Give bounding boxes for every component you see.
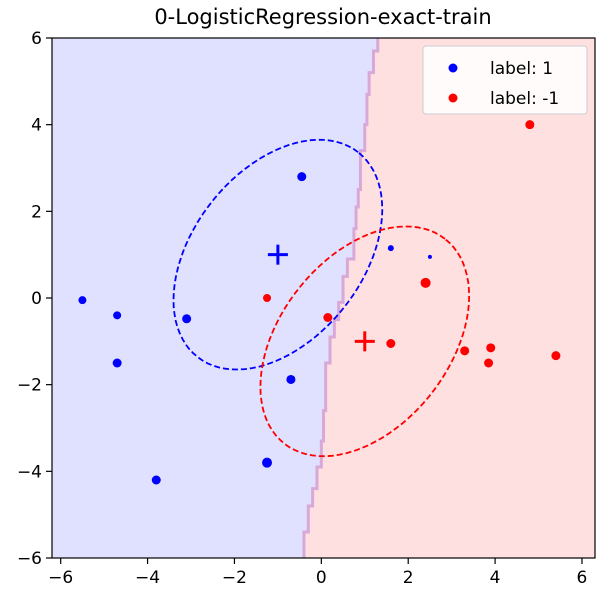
x-tick-label-2: −2 xyxy=(222,568,247,588)
region-label-1 xyxy=(52,38,378,558)
class-centers xyxy=(267,244,375,352)
y-tick-label-5: 4 xyxy=(31,116,42,136)
point-series-0-3 xyxy=(151,475,161,485)
point-series-1-1 xyxy=(323,313,333,322)
point-series-0-1 xyxy=(113,311,122,320)
center-marker-series-1 xyxy=(354,331,375,352)
legend-label-0: label: 1 xyxy=(490,59,553,79)
ellipse-series-0 xyxy=(172,138,384,371)
legend-marker-0 xyxy=(448,63,458,73)
x-tick-label-3: 0 xyxy=(316,568,327,588)
covariance-ellipses xyxy=(172,138,471,458)
point-series-1-4 xyxy=(460,346,470,356)
y-tick-label-2: −2 xyxy=(17,376,42,396)
chart-title: 0-LogisticRegression-exact-train xyxy=(154,5,491,29)
ellipse-series-1 xyxy=(259,225,471,458)
point-series-0-5 xyxy=(262,457,273,468)
x-tick-label-6: 6 xyxy=(577,568,588,588)
point-series-1-6 xyxy=(486,343,496,353)
y-tick-label-3: 0 xyxy=(31,289,42,309)
legend-box xyxy=(422,45,588,115)
y-tick-label-6: 6 xyxy=(31,29,42,49)
point-series-0-4 xyxy=(182,314,192,324)
point-series-1-7 xyxy=(525,120,535,130)
point-series-1-5 xyxy=(484,358,494,368)
point-series-0-9 xyxy=(427,254,432,259)
point-series-1-2 xyxy=(386,339,396,348)
point-series-0-6 xyxy=(286,374,296,384)
y-tick-label-1: −4 xyxy=(17,462,42,482)
x-tick-label-1: −4 xyxy=(135,568,160,588)
x-tick-label-4: 2 xyxy=(403,568,414,588)
point-series-1-8 xyxy=(551,351,561,361)
point-series-0-0 xyxy=(78,296,87,305)
decision-regions xyxy=(52,38,595,558)
y-tick-label-0: −6 xyxy=(17,549,42,569)
data-points xyxy=(78,120,561,485)
legend-label-1: label: -1 xyxy=(490,89,559,109)
x-tick-label-0: −6 xyxy=(48,568,73,588)
decision-boundary-line xyxy=(302,38,380,558)
point-series-1-3 xyxy=(420,277,431,288)
region-label-minus-1 xyxy=(303,38,595,558)
x-tick-label-5: 4 xyxy=(490,568,501,588)
x-axis: −6 −4 −2 0 2 4 6 xyxy=(48,558,587,588)
point-series-0-7 xyxy=(297,172,307,182)
y-tick-label-4: 2 xyxy=(31,202,42,222)
point-series-0-8 xyxy=(387,245,394,252)
legend: label: 1 label: -1 xyxy=(422,45,588,115)
center-marker-series-0 xyxy=(267,244,288,265)
y-axis: −6 −4 −2 0 2 4 6 xyxy=(17,29,52,569)
point-series-0-2 xyxy=(112,358,122,368)
legend-marker-1 xyxy=(448,93,458,103)
point-series-1-0 xyxy=(263,294,272,302)
